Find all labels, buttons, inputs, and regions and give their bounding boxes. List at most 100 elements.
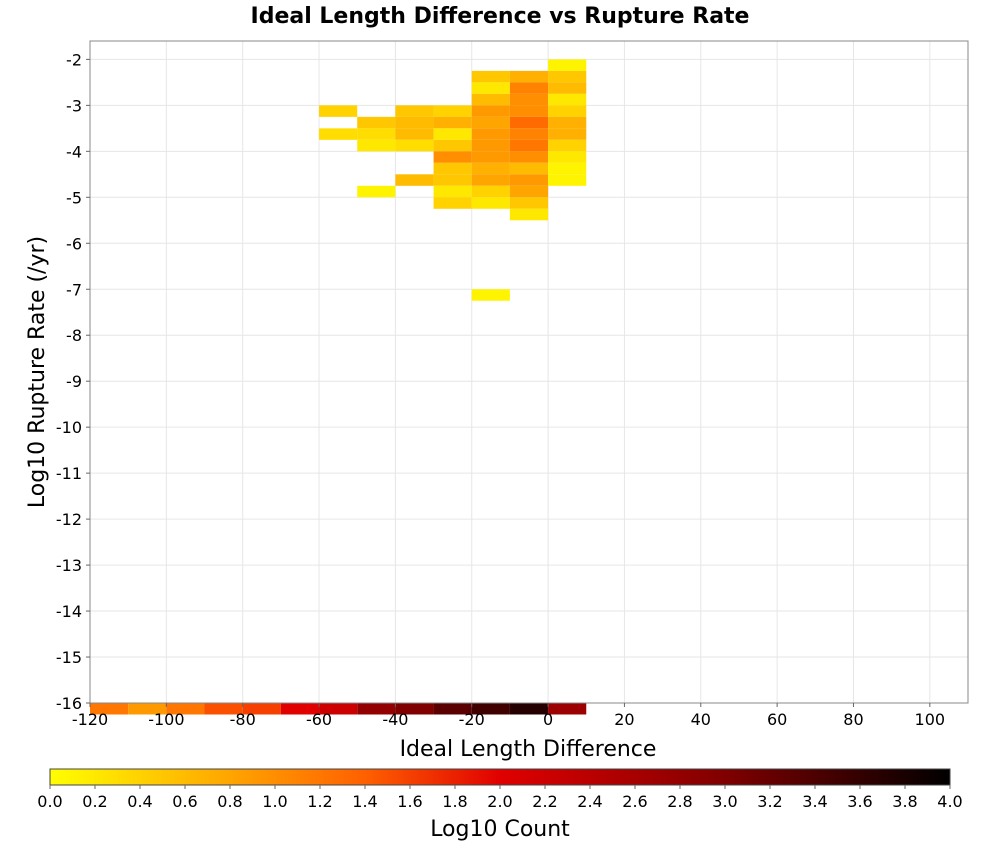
heatmap-cell — [471, 70, 510, 83]
colorbar-tick-label: 0.8 — [217, 792, 242, 811]
colorbar-tick-label: 3.8 — [892, 792, 917, 811]
heatmap-cell — [471, 105, 510, 117]
heatmap-cell — [471, 128, 510, 140]
heatmap-cell — [548, 128, 587, 140]
y-tick-label: -9 — [66, 372, 82, 391]
heatmap-cell — [471, 197, 510, 209]
y-tick-label: -14 — [56, 602, 82, 621]
y-tick-label: -10 — [56, 418, 82, 437]
heatmap-cell — [471, 93, 510, 106]
y-tick-label: -16 — [56, 694, 82, 713]
heatmap-cell — [548, 139, 587, 152]
heatmap-cell — [548, 162, 587, 175]
heatmap-cell — [509, 128, 549, 140]
heatmap-cell — [509, 174, 549, 186]
x-tick-label: 0 — [543, 710, 553, 729]
heatmap-cell — [166, 703, 205, 715]
heatmap-cell — [509, 139, 549, 152]
x-tick-label: 40 — [691, 710, 711, 729]
heatmap-cell — [548, 93, 587, 106]
y-axis-label: Log10 Rupture Rate (/yr) — [25, 236, 50, 508]
x-tick-label: -80 — [230, 710, 256, 729]
colorbar-tick-label: 1.8 — [442, 792, 467, 811]
y-tick-label: -5 — [66, 188, 82, 207]
heatmap-cell — [471, 289, 510, 301]
heatmap-cell — [90, 703, 129, 715]
colorbar-tick-label: 4.0 — [937, 792, 962, 811]
heatmap-cell — [204, 703, 243, 715]
heatmap-cell — [395, 128, 434, 140]
y-tick-label: -12 — [56, 510, 82, 529]
heatmap-cell — [509, 82, 549, 94]
colorbar-ticks: 0.0 0.2 0.4 0.6 0.8 1.0 1.2 1.4 1.6 1.8 2.0 2.2 2.4 2… — [37, 785, 963, 811]
chart-title: Ideal Length Difference vs Rupture Rate — [251, 4, 750, 29]
heatmap-cell — [509, 703, 549, 715]
heatmap-cell — [357, 128, 396, 140]
colorbar-tick-label: 1.6 — [397, 792, 422, 811]
heatmap-cell — [509, 93, 549, 106]
x-axis-label: Ideal Length Difference — [400, 737, 657, 762]
colorbar-tick-label: 1.4 — [352, 792, 377, 811]
colorbar-tick-label: 2.4 — [577, 792, 602, 811]
heatmap-cell — [433, 105, 472, 117]
colorbar-tick-label: 3.0 — [712, 792, 737, 811]
heatmap-cell — [319, 128, 358, 140]
x-tick-label: -120 — [72, 710, 108, 729]
colorbar-tick-label: 2.0 — [487, 792, 512, 811]
heatmap-cell — [471, 162, 510, 175]
y-tick-label: -8 — [66, 326, 82, 345]
colorbar — [49, 768, 951, 786]
x-tick-label: 80 — [843, 710, 863, 729]
heatmap-cell — [357, 703, 396, 715]
y-axis-ticks: -2 -3 -4 -5 -6 -7 -8 -9 -10 -11 -12 -13 -14 -15 -16 — [56, 50, 90, 713]
x-tick-label: -40 — [382, 710, 408, 729]
heatmap-cell — [357, 185, 396, 198]
colorbar-tick-label: 3.6 — [847, 792, 872, 811]
plot-area-border — [89, 40, 969, 704]
colorbar-tick-label: 3.2 — [757, 792, 782, 811]
y-tick-label: -2 — [66, 50, 82, 69]
heatmap-cell — [433, 151, 472, 163]
heatmap-cell — [433, 185, 472, 198]
heatmap-cells — [90, 59, 587, 715]
heatmap-cell — [509, 151, 549, 163]
heatmap-cell — [509, 70, 549, 83]
heatmap-cell — [242, 703, 281, 715]
heatmap-cell — [395, 174, 434, 186]
heatmap-cell — [509, 105, 549, 117]
heatmap-cell — [509, 185, 549, 198]
colorbar-tick-label: 2.6 — [622, 792, 647, 811]
heatmap-cell — [509, 116, 549, 129]
colorbar-tick-label: 2.8 — [667, 792, 692, 811]
heatmap-cell — [548, 116, 587, 129]
heatmap-cell — [319, 105, 358, 117]
colorbar-tick-label: 1.2 — [307, 792, 332, 811]
y-tick-label: -7 — [66, 280, 82, 299]
heatmap-cell — [395, 116, 434, 129]
x-tick-label: 100 — [915, 710, 946, 729]
heatmap-cell — [509, 197, 549, 209]
colorbar-tick-label: 1.0 — [262, 792, 287, 811]
heatmap-cell — [471, 82, 510, 94]
heatmap-cell — [433, 128, 472, 140]
heatmap-cell — [319, 703, 358, 715]
x-tick-label: -20 — [459, 710, 485, 729]
heatmap-cell — [357, 139, 396, 152]
heatmap-cell — [548, 82, 587, 94]
heatmap-cell — [548, 703, 587, 715]
y-tick-label: -6 — [66, 234, 82, 253]
heatmap-cell — [548, 174, 587, 186]
heatmap-cell — [433, 162, 472, 175]
heatmap-cell — [433, 197, 472, 209]
colorbar-tick-label: 0.0 — [37, 792, 62, 811]
x-tick-label: 60 — [767, 710, 787, 729]
heatmap-cell — [128, 703, 167, 715]
heatmap-cell — [357, 116, 396, 129]
colorbar-tick-label: 0.6 — [172, 792, 197, 811]
heatmap-cell — [395, 703, 434, 715]
x-axis-ticks: -120 -100 -80 -60 -40 -20 0 20 40 60 80 100 — [72, 703, 945, 729]
colorbar-tick-label: 2.2 — [532, 792, 557, 811]
heatmap-cell — [548, 105, 587, 117]
heatmap-cell — [433, 139, 472, 152]
